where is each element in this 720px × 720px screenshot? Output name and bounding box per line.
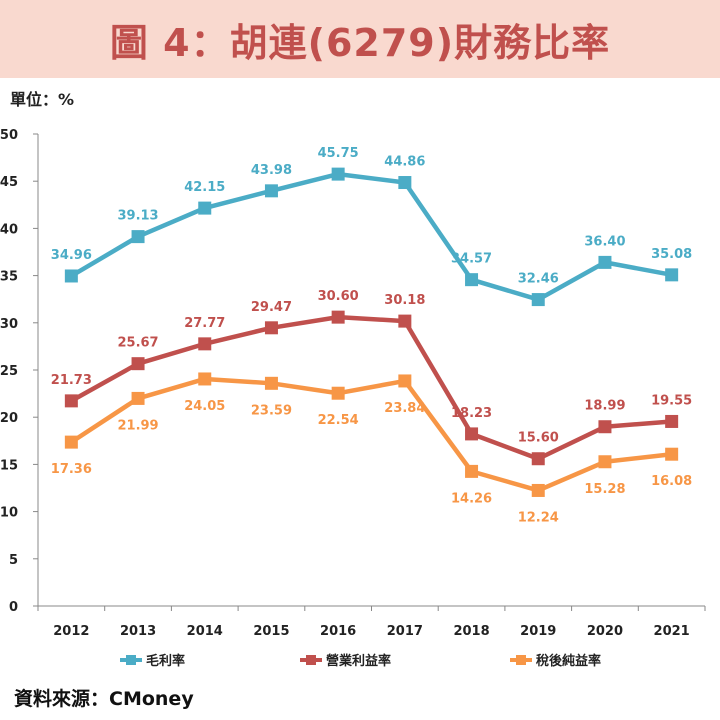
data-point bbox=[331, 386, 345, 400]
legend-marker bbox=[126, 655, 136, 665]
data-label: 29.47 bbox=[251, 300, 292, 315]
data-point bbox=[198, 337, 212, 351]
data-label: 15.60 bbox=[518, 431, 559, 446]
data-point bbox=[64, 435, 78, 449]
series-line-2 bbox=[70, 314, 672, 461]
data-label: 18.23 bbox=[451, 406, 492, 421]
data-point bbox=[398, 314, 412, 328]
x-tick-label: 2020 bbox=[587, 624, 623, 639]
data-point bbox=[665, 268, 679, 282]
data-point bbox=[331, 167, 345, 181]
data-point bbox=[64, 394, 78, 408]
data-label: 27.77 bbox=[184, 316, 225, 331]
data-label: 19.55 bbox=[651, 393, 692, 408]
data-point bbox=[131, 391, 145, 405]
series-line-3 bbox=[70, 376, 672, 493]
y-tick-label: 5 bbox=[9, 553, 18, 568]
legend-marker bbox=[516, 655, 526, 665]
data-point bbox=[331, 310, 345, 324]
data-label: 21.99 bbox=[117, 418, 158, 433]
data-point bbox=[131, 230, 145, 244]
data-label: 30.60 bbox=[318, 289, 359, 304]
y-tick-label: 45 bbox=[0, 175, 18, 190]
y-tick-label: 25 bbox=[0, 364, 18, 379]
data-point bbox=[465, 427, 479, 441]
data-label: 35.08 bbox=[651, 247, 692, 262]
legend-marker bbox=[306, 655, 316, 665]
data-point bbox=[465, 464, 479, 478]
legend-label: 毛利率 bbox=[146, 653, 185, 669]
data-point bbox=[198, 201, 212, 215]
data-label: 23.84 bbox=[384, 401, 425, 416]
data-label: 44.86 bbox=[384, 155, 425, 170]
y-tick-label: 35 bbox=[0, 270, 18, 285]
y-tick-label: 40 bbox=[0, 222, 18, 237]
x-tick-label: 2012 bbox=[53, 624, 89, 639]
data-label: 16.08 bbox=[651, 474, 692, 489]
y-tick-label: 10 bbox=[0, 506, 18, 521]
title-banner: 圖 4：胡連(6279)財務比率 bbox=[0, 0, 720, 78]
data-label: 32.46 bbox=[518, 272, 559, 287]
unit-label: 單位：% bbox=[10, 90, 75, 109]
data-label: 43.98 bbox=[251, 163, 292, 178]
data-point bbox=[264, 321, 278, 335]
data-point bbox=[465, 273, 479, 287]
x-tick-label: 2017 bbox=[387, 624, 423, 639]
legend-label: 營業利益率 bbox=[326, 653, 391, 669]
data-point bbox=[398, 176, 412, 190]
y-tick-label: 30 bbox=[0, 317, 18, 332]
y-tick-label: 50 bbox=[0, 128, 18, 143]
data-point bbox=[598, 420, 612, 434]
x-tick-label: 2019 bbox=[520, 624, 556, 639]
x-tick-label: 2015 bbox=[253, 624, 289, 639]
data-label: 17.36 bbox=[51, 462, 92, 477]
data-point bbox=[531, 293, 545, 307]
data-point bbox=[264, 376, 278, 390]
y-tick-label: 15 bbox=[0, 458, 18, 473]
data-point bbox=[531, 452, 545, 466]
legend-label: 稅後純益率 bbox=[536, 653, 601, 669]
series-line-1 bbox=[70, 171, 673, 302]
data-label: 14.26 bbox=[451, 491, 492, 506]
data-label: 15.28 bbox=[584, 482, 625, 497]
data-point bbox=[598, 255, 612, 269]
data-point bbox=[131, 357, 145, 371]
data-label: 34.96 bbox=[51, 248, 92, 263]
data-label: 34.57 bbox=[451, 252, 492, 267]
data-point bbox=[665, 414, 679, 428]
y-tick-label: 0 bbox=[9, 600, 18, 615]
y-tick-label: 20 bbox=[0, 411, 18, 426]
data-label: 21.73 bbox=[51, 373, 92, 388]
data-point bbox=[598, 455, 612, 469]
data-label: 30.18 bbox=[384, 293, 425, 308]
data-label: 23.59 bbox=[251, 403, 292, 418]
x-tick-label: 2021 bbox=[654, 624, 690, 639]
data-label: 12.24 bbox=[518, 510, 559, 525]
data-label: 25.67 bbox=[117, 336, 158, 351]
data-label: 18.99 bbox=[584, 399, 625, 414]
data-point bbox=[398, 374, 412, 388]
data-label: 22.54 bbox=[318, 413, 359, 428]
data-label: 39.13 bbox=[117, 209, 158, 224]
data-point bbox=[198, 372, 212, 386]
data-label: 36.40 bbox=[584, 234, 625, 249]
data-point bbox=[264, 184, 278, 198]
data-point bbox=[665, 447, 679, 461]
chart-title: 圖 4：胡連(6279)財務比率 bbox=[109, 20, 611, 65]
x-tick-label: 2013 bbox=[120, 624, 156, 639]
data-label: 24.05 bbox=[184, 399, 225, 414]
source-label: 資料來源：CMoney bbox=[14, 688, 194, 710]
data-label: 42.15 bbox=[184, 180, 225, 195]
data-point bbox=[531, 483, 545, 497]
data-label: 45.75 bbox=[318, 146, 359, 161]
data-point bbox=[64, 269, 78, 283]
x-tick-label: 2016 bbox=[320, 624, 356, 639]
x-tick-label: 2014 bbox=[187, 624, 223, 639]
x-tick-label: 2018 bbox=[453, 624, 489, 639]
